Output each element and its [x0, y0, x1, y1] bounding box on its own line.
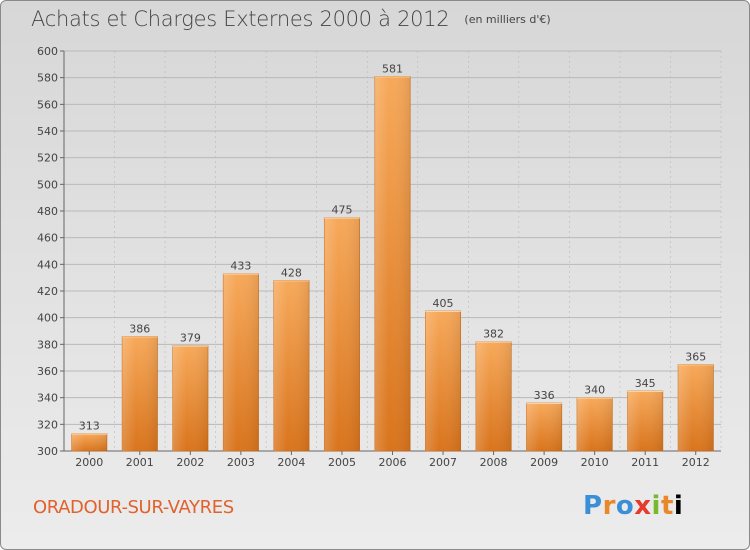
- y-tick-label: 520: [37, 152, 58, 165]
- bar-shading: [475, 341, 512, 451]
- data-label: 313: [79, 420, 100, 433]
- y-tick-label: 580: [37, 72, 58, 85]
- data-label: 340: [584, 384, 605, 397]
- y-tick-label: 320: [37, 418, 58, 431]
- bar-shading: [71, 433, 107, 451]
- x-tick-label: 2012: [682, 456, 710, 469]
- x-tick-label: 2006: [379, 456, 407, 469]
- bar-shading: [627, 391, 663, 451]
- data-label: 365: [685, 350, 706, 363]
- bar-shading: [172, 345, 209, 451]
- bar-shading: [425, 311, 461, 451]
- y-tick-label: 440: [37, 258, 58, 271]
- x-tick-label: 2002: [176, 456, 204, 469]
- x-tick-label: 2000: [75, 456, 103, 469]
- y-tick-label: 380: [37, 338, 58, 351]
- x-tick-label: 2003: [227, 456, 255, 469]
- data-label: 336: [534, 389, 555, 402]
- bar-shading: [526, 403, 562, 451]
- bar-shading: [122, 336, 158, 451]
- y-tick-label: 540: [37, 125, 58, 138]
- x-tick-label: 2004: [277, 456, 305, 469]
- chart-title-block: Achats et Charges Externes 2000 à 2012 (…: [31, 7, 551, 31]
- bar-shading: [223, 273, 259, 451]
- proxiti-logo: Proxiti: [583, 491, 684, 521]
- data-label: 379: [180, 332, 201, 345]
- x-tick-label: 2009: [530, 456, 558, 469]
- y-tick-label: 560: [37, 98, 58, 111]
- y-tick-label: 460: [37, 232, 58, 245]
- x-tick-label: 2005: [328, 456, 356, 469]
- y-tick-label: 300: [37, 445, 58, 458]
- y-tick-label: 600: [37, 45, 58, 58]
- y-tick-label: 420: [37, 285, 58, 298]
- x-tick-label: 2007: [429, 456, 457, 469]
- y-tick-label: 500: [37, 178, 58, 191]
- chart-title: Achats et Charges Externes 2000 à 2012: [31, 7, 450, 31]
- data-label: 382: [483, 328, 504, 341]
- x-tick-label: 2001: [126, 456, 154, 469]
- bar-shading: [374, 76, 411, 451]
- x-tick-label: 2010: [581, 456, 609, 469]
- labels: 313 386 379 433 428 475 581 405 382 336 340 345 365: [79, 62, 706, 432]
- data-label: 433: [230, 260, 251, 273]
- commune-name: ORADOUR-SUR-VAYRES: [33, 497, 234, 518]
- data-label: 345: [635, 377, 656, 390]
- y-tick-label: 480: [37, 205, 58, 218]
- data-label: 475: [331, 204, 352, 217]
- data-label: 405: [433, 297, 454, 310]
- chart-subtitle: (en milliers d'€): [464, 13, 551, 26]
- data-label: 581: [382, 62, 403, 75]
- data-label: 386: [129, 322, 150, 335]
- y-tick-label: 360: [37, 365, 58, 378]
- bar-shading: [576, 397, 613, 451]
- y-tick-label: 340: [37, 392, 58, 405]
- bar-shading: [273, 280, 310, 451]
- data-label: 428: [281, 266, 302, 279]
- x-tick-label: 2011: [631, 456, 659, 469]
- x-tick-label: 2008: [480, 456, 508, 469]
- y-tick-label: 400: [37, 312, 58, 325]
- bars: [71, 76, 714, 452]
- bar-shading: [324, 217, 360, 451]
- bar-shading: [678, 364, 714, 451]
